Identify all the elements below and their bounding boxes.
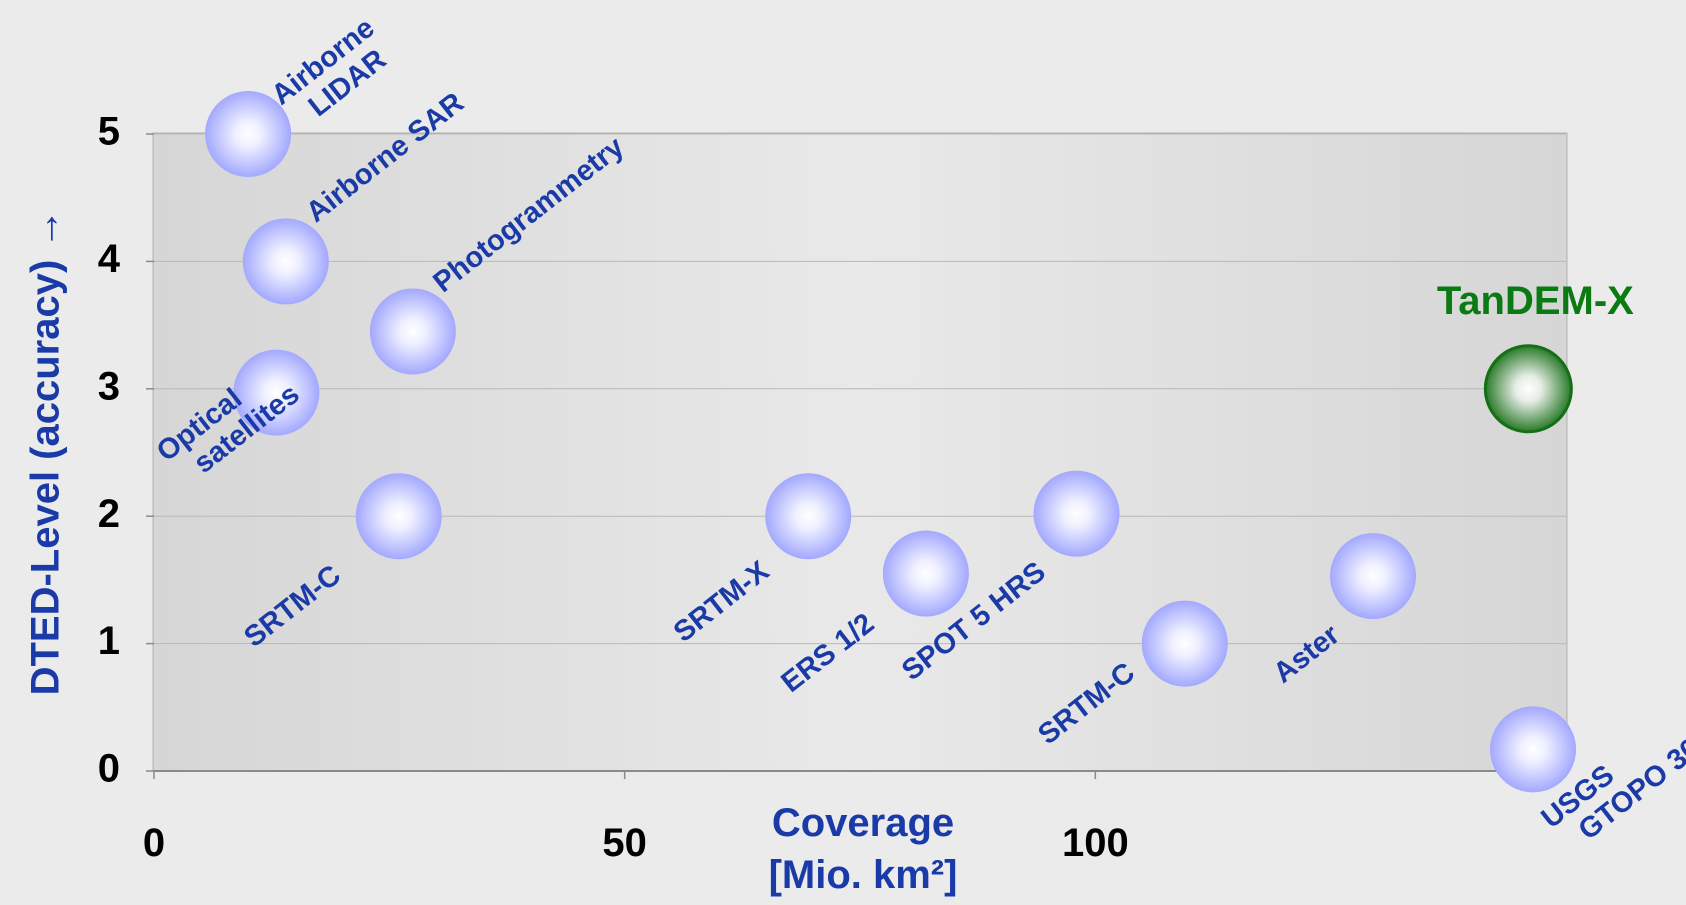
- y-tick-labels: 0 1 2 3 4 5: [98, 110, 121, 791]
- point-marker: [1483, 344, 1573, 434]
- point-marker: [1490, 706, 1577, 793]
- point-marker: [765, 473, 852, 560]
- y-tick-label-4: 4: [98, 237, 121, 281]
- point-marker: [355, 473, 442, 560]
- x-axis-label-line-2: [Mio. km²]: [769, 853, 958, 897]
- y-tick-label-5: 5: [98, 110, 120, 154]
- point-marker: [1330, 533, 1417, 620]
- y-tick-label-0: 0: [98, 747, 120, 791]
- point-label: TanDEM-X: [1437, 279, 1634, 323]
- x-tick-label-0: 0: [143, 821, 165, 865]
- point-marker: [242, 218, 329, 305]
- y-tick-label-1: 1: [98, 619, 120, 663]
- point-marker: [1141, 600, 1228, 687]
- point-marker: [1033, 470, 1120, 557]
- plot-area: [152, 132, 1568, 772]
- x-axis-label-line-1: Coverage: [772, 801, 954, 845]
- point-marker: [205, 91, 292, 177]
- x-tick-label-100: 100: [1062, 821, 1129, 865]
- point-marker: [369, 288, 456, 375]
- point-label-line: TanDEM-X: [1437, 279, 1634, 323]
- point-marker: [882, 530, 969, 617]
- point-marker: [233, 349, 320, 436]
- y-tick-label-3: 3: [98, 364, 120, 408]
- y-axis-label: DTED-Level (accuracy) →: [24, 209, 68, 696]
- axes: [146, 133, 1566, 779]
- data-points: [205, 91, 1577, 793]
- x-tick-labels: 0 50 100: [143, 821, 1129, 865]
- y-tick-label-2: 2: [98, 492, 120, 536]
- x-tick-label-50: 50: [602, 821, 647, 865]
